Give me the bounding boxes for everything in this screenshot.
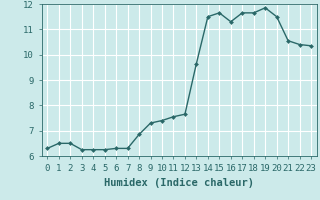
X-axis label: Humidex (Indice chaleur): Humidex (Indice chaleur) [104,178,254,188]
